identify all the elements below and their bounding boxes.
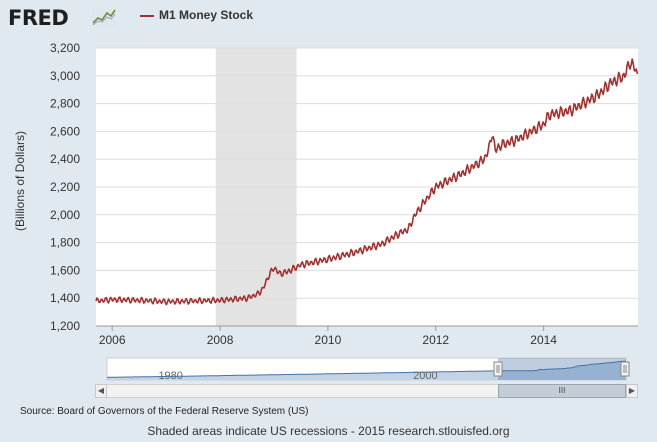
x-tick-label: 2006 xyxy=(99,333,126,347)
navigator-tick-label: 2000 xyxy=(413,370,437,382)
legend-series-swatch xyxy=(140,15,154,17)
navigator-series-line xyxy=(106,360,626,378)
x-tick-label: 2008 xyxy=(207,333,234,347)
y-tick-label: 2,000 xyxy=(50,208,80,222)
legend-series-label[interactable]: M1 Money Stock xyxy=(159,8,254,22)
fred-logo[interactable]: FRED xyxy=(8,6,69,30)
navigator-handle[interactable] xyxy=(493,361,503,377)
y-tick-label: 2,400 xyxy=(50,152,80,166)
footer-note[interactable]: Shaded areas indicate US recessions - 20… xyxy=(147,424,510,438)
scroll-right-arrow-icon[interactable]: ▶ xyxy=(626,384,638,398)
scroll-left-arrow-icon[interactable]: ◀ xyxy=(95,384,107,398)
y-tick-label: 3,200 xyxy=(50,41,80,55)
navigator-handle[interactable] xyxy=(620,361,630,377)
y-tick-label: 2,200 xyxy=(50,180,80,194)
y-tick-label: 1,600 xyxy=(50,263,80,277)
chart-trend-icon xyxy=(92,8,116,26)
y-tick-label: 3,000 xyxy=(50,69,80,83)
y-tick-label: 2,600 xyxy=(50,124,80,138)
y-tick-label: 2,800 xyxy=(50,97,80,111)
x-tick-label: 2010 xyxy=(315,333,342,347)
series-line-m1-money-stock[interactable] xyxy=(95,58,639,306)
source-note: Source: Board of Governors of the Federa… xyxy=(20,406,309,417)
navigator-tick-label: 1980 xyxy=(158,370,182,382)
y-axis-label: (Billions of Dollars) xyxy=(13,130,27,232)
x-tick-label: 2012 xyxy=(422,333,449,347)
y-tick-label: 1,200 xyxy=(50,319,80,333)
y-tick-label: 1,800 xyxy=(50,236,80,250)
y-tick-label: 1,400 xyxy=(50,291,80,305)
navigator-selected-range[interactable] xyxy=(498,358,626,380)
x-tick-label: 2014 xyxy=(530,333,557,347)
navigator-scrollbar-track[interactable] xyxy=(107,384,626,398)
navigator-scrollbar-thumb[interactable]: III xyxy=(498,384,626,398)
